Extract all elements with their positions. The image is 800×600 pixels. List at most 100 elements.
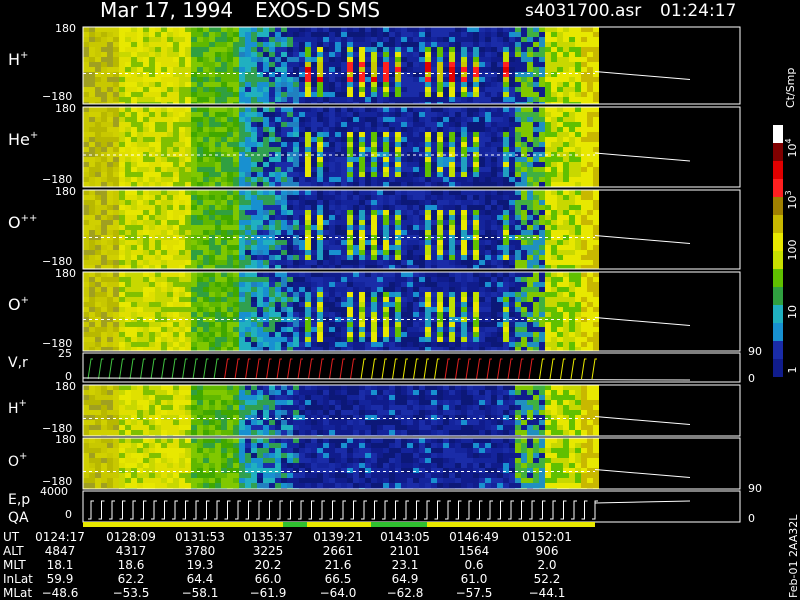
spectrogram-cell <box>89 250 95 255</box>
spectrogram-cell <box>317 195 323 200</box>
spectrogram-cell <box>593 157 599 162</box>
spectrogram-cell <box>341 82 347 87</box>
spectrogram-cell <box>215 195 221 200</box>
spectrogram-cell <box>425 172 431 177</box>
spectrogram-cell <box>95 240 101 245</box>
spectrogram-cell <box>335 27 341 32</box>
spectrogram-cell <box>437 62 443 67</box>
spectrogram-cell <box>191 282 197 287</box>
spectrogram-cell <box>479 127 485 132</box>
spectrogram-cell <box>299 322 305 327</box>
spectrogram-cell <box>479 210 485 215</box>
spectrogram-cell <box>263 282 269 287</box>
spectrogram-cell <box>353 132 359 137</box>
spectrogram-cell <box>545 107 551 112</box>
spectrogram-cell <box>131 195 137 200</box>
spectrogram-cell <box>467 225 473 230</box>
spectrogram-cell <box>593 265 599 269</box>
spectrogram-cell <box>125 250 131 255</box>
spectrogram-cell <box>383 67 389 72</box>
spectrogram-cell <box>239 220 245 225</box>
spectrogram-cell <box>323 302 329 307</box>
spectrogram-cell <box>407 127 413 132</box>
spectrogram-cell <box>251 27 257 32</box>
spectrogram-cell <box>299 157 305 162</box>
spectrogram-cell <box>293 215 299 220</box>
spectrogram-cell <box>239 57 245 62</box>
spectrogram-cell <box>245 200 251 205</box>
spectrogram-cell <box>449 117 455 122</box>
spectrogram-cell <box>539 215 545 220</box>
spectrogram-cell <box>371 137 377 142</box>
spectrogram-cell <box>341 190 347 195</box>
spectrogram-cell <box>287 177 293 182</box>
spectrogram-cell <box>251 327 257 332</box>
spectrogram-cell <box>101 287 107 292</box>
spectrogram-cell <box>269 27 275 32</box>
spectrogram-cell <box>449 37 455 42</box>
spectrogram-cell <box>281 177 287 182</box>
spectrogram-cell <box>233 97 239 102</box>
spectrogram-cell <box>101 245 107 250</box>
spectrogram-cell <box>461 32 467 37</box>
spectrogram-cell <box>179 57 185 62</box>
spectrogram-cell <box>221 312 227 317</box>
spectrogram-cell <box>197 282 203 287</box>
spectrogram-cell <box>239 177 245 182</box>
spectrogram-cell <box>317 190 323 195</box>
spectrogram-cell <box>215 172 221 177</box>
spectrogram-cell <box>161 297 167 302</box>
spectrogram-cell <box>311 87 317 92</box>
spectrogram-cell <box>401 127 407 132</box>
spectrogram-cell <box>107 27 113 32</box>
spectrogram-cell <box>137 57 143 62</box>
spectrogram-cell <box>179 342 185 347</box>
spectrogram-cell <box>311 52 317 57</box>
spectrogram-cell <box>449 32 455 37</box>
spectrogram-cell <box>527 57 533 62</box>
spectrogram-cell <box>347 210 353 215</box>
spectrogram-cell <box>83 127 89 132</box>
spectrogram-cell <box>323 67 329 72</box>
spectrogram-cell <box>497 157 503 162</box>
spectrogram-cell <box>251 260 257 265</box>
spectrogram-cell <box>173 97 179 102</box>
spectrogram-cell <box>515 52 521 57</box>
spectrogram-cell <box>143 190 149 195</box>
spectrogram-cell <box>227 67 233 72</box>
spectrogram-cell <box>203 132 209 137</box>
spectrogram-cell <box>521 245 527 250</box>
spectrogram-cell <box>443 250 449 255</box>
spectrogram-cell <box>539 200 545 205</box>
spectrogram-cell <box>569 92 575 97</box>
spectrogram-cell <box>299 255 305 260</box>
spectrogram-cell <box>497 200 503 205</box>
spectrogram-cell <box>203 287 209 292</box>
spectrogram-cell <box>317 157 323 162</box>
spectrogram-cell <box>119 47 125 52</box>
spectrogram-cell <box>191 97 197 102</box>
spectrogram-cell <box>533 195 539 200</box>
spectrogram-cell <box>401 62 407 67</box>
spectrogram-cell <box>581 190 587 195</box>
spectrogram-cell <box>125 255 131 260</box>
spectrogram-cell <box>149 250 155 255</box>
spectrogram-cell <box>341 72 347 77</box>
spectrogram-cell <box>137 195 143 200</box>
spectrogram-cell <box>257 205 263 210</box>
spectrogram-cell <box>125 92 131 97</box>
spectrogram-cell <box>365 195 371 200</box>
spectrogram-cell <box>323 205 329 210</box>
spectrogram-cell <box>425 97 431 102</box>
spectrogram-cell <box>359 112 365 117</box>
spectrogram-cell <box>347 117 353 122</box>
spectrogram-cell <box>383 282 389 287</box>
spectrogram-cell <box>413 225 419 230</box>
spectrogram-cell <box>293 182 299 187</box>
spectrogram-cell <box>275 112 281 117</box>
spectrogram-cell <box>365 62 371 67</box>
spectrogram-cell <box>359 147 365 152</box>
spectrogram-cell <box>449 42 455 47</box>
spectrogram-cell <box>215 200 221 205</box>
spectrogram-cell <box>323 107 329 112</box>
